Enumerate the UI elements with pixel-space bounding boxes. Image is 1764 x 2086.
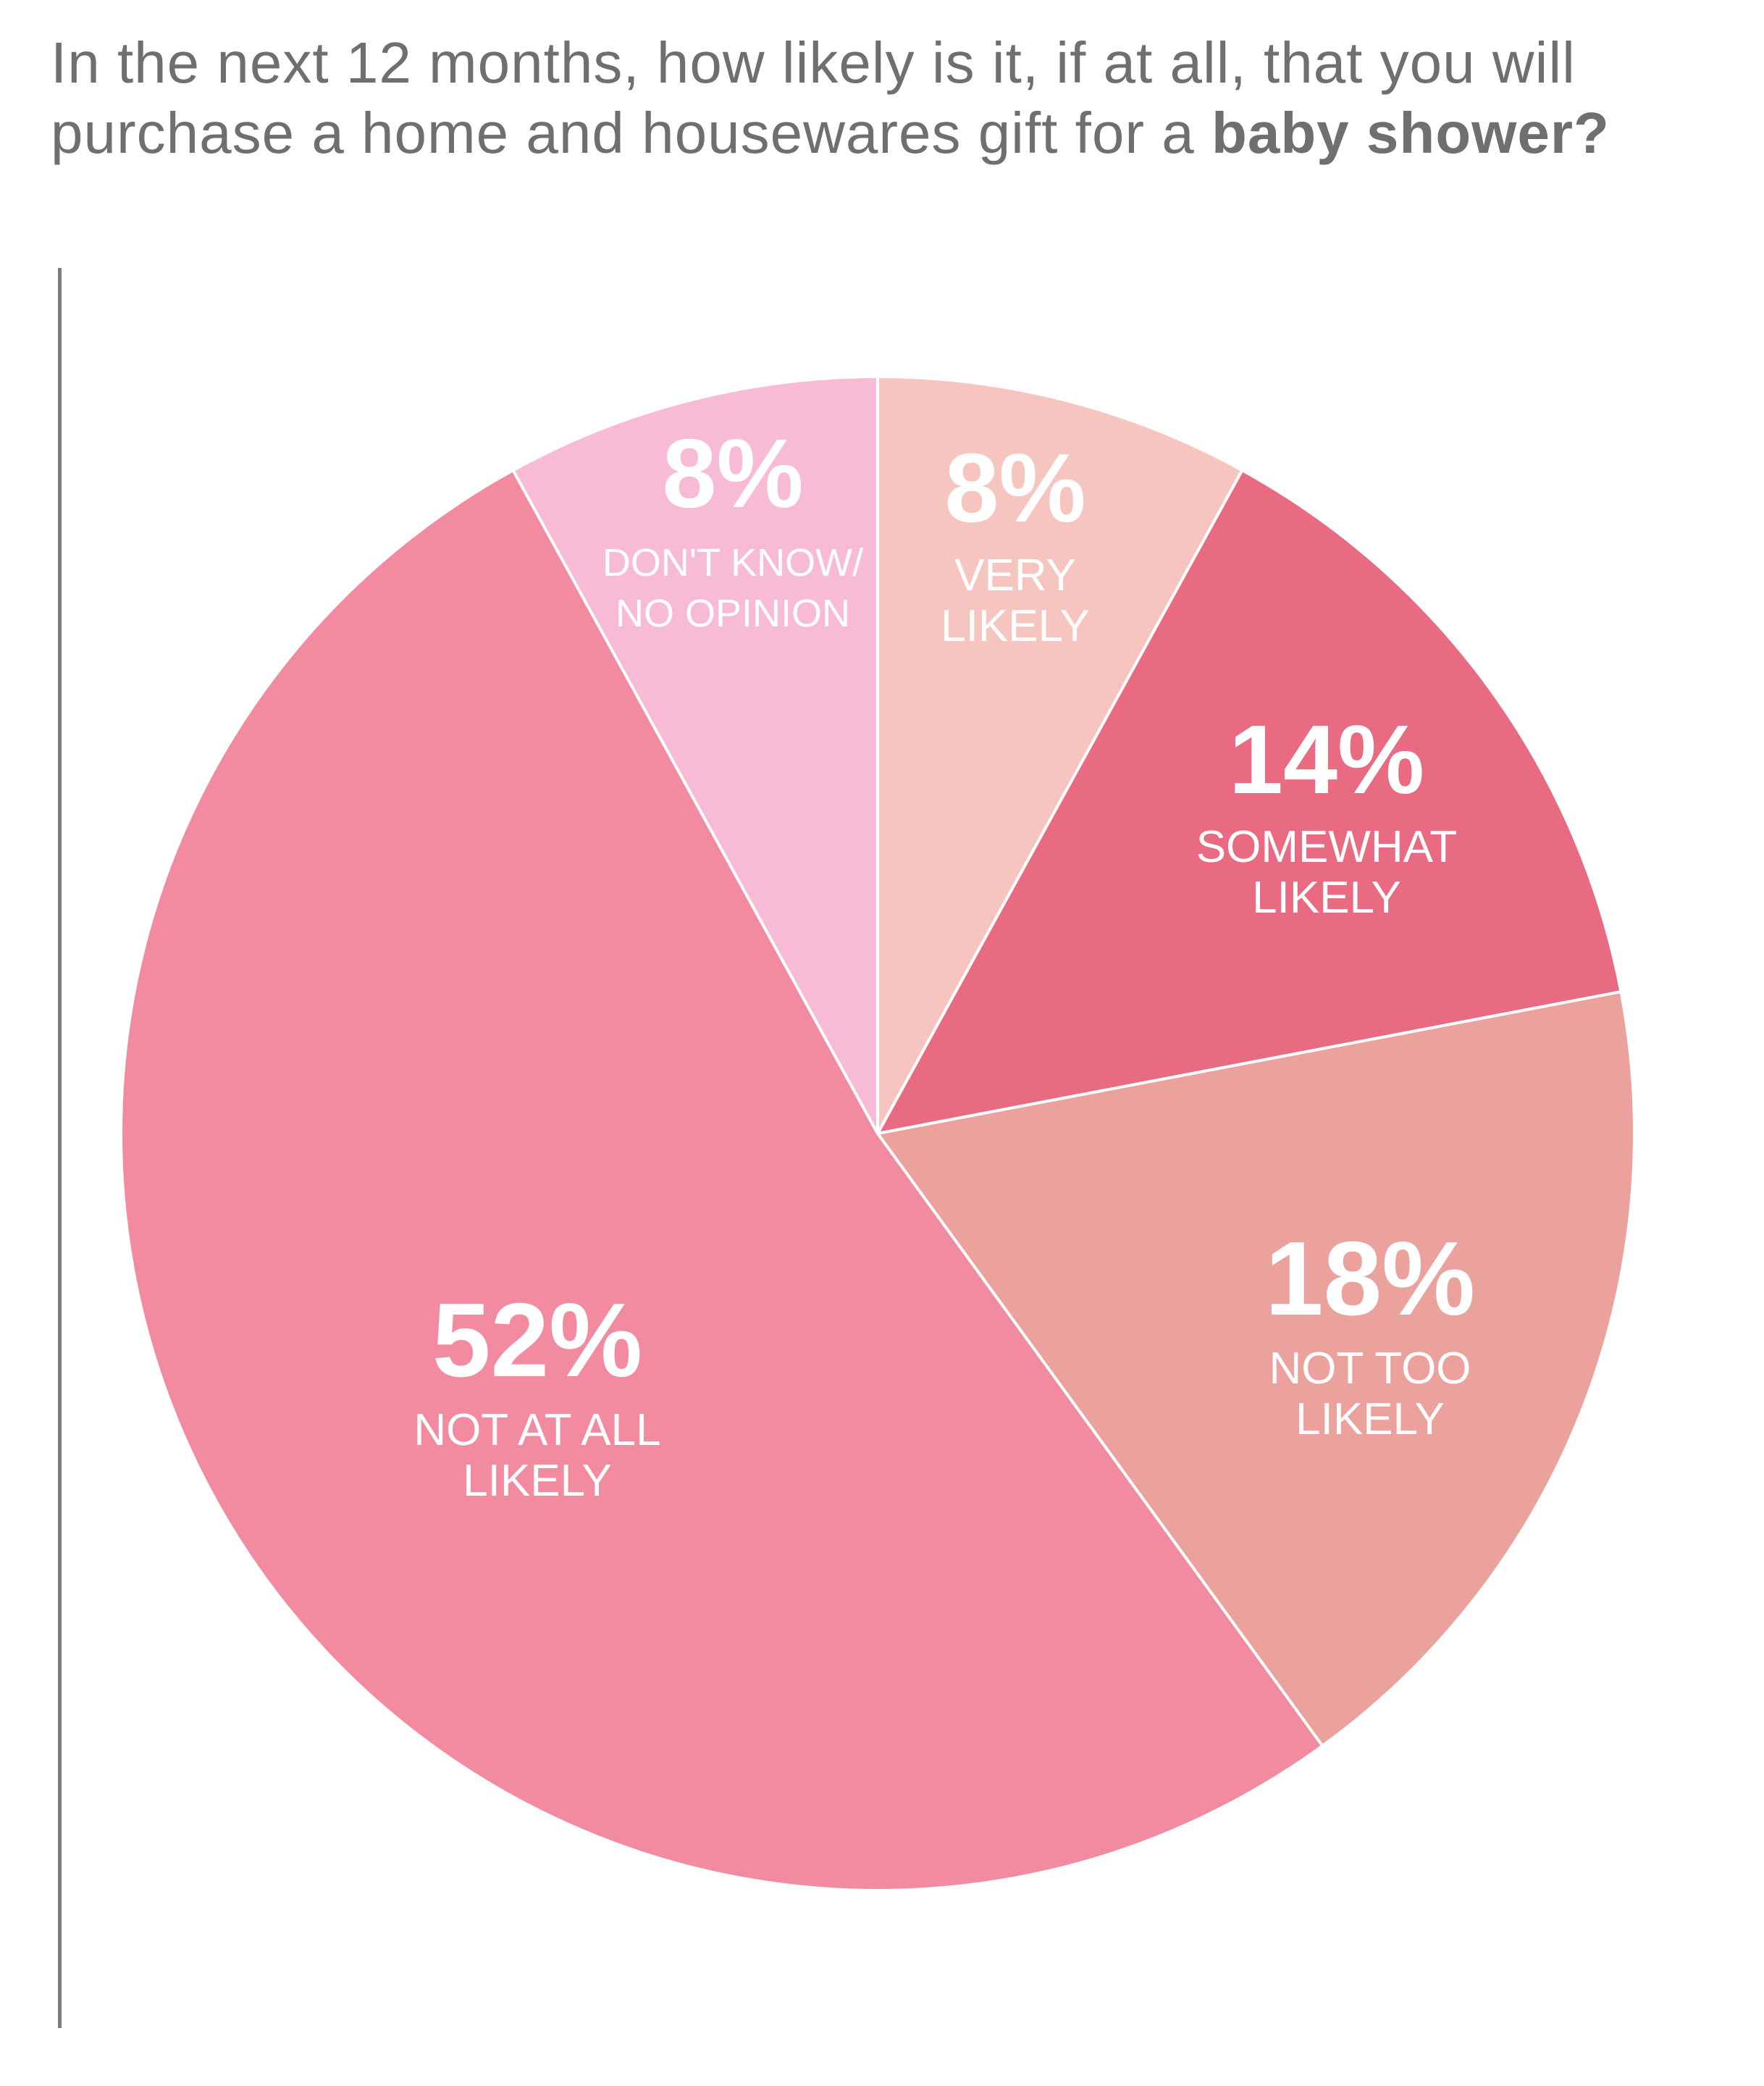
pie-slice [511, 374, 879, 1134]
vertical-divider [58, 268, 62, 2028]
pie-slice [875, 989, 1636, 1748]
slice-category-label: VERY [954, 550, 1076, 600]
slice-category-label: NOT AT ALL [413, 1405, 660, 1455]
chart-title-emphasis: baby shower? [1211, 101, 1610, 165]
chart-title-text: In the next 12 months, how likely is it,… [51, 30, 1576, 165]
slice-category-label: DON'T KNOW/ [602, 541, 863, 585]
slice-category-label: NO OPINION [616, 592, 850, 635]
slice-value-label: 8% [662, 419, 803, 528]
slice-category-label: LIKELY [1252, 873, 1401, 923]
pie-slices [119, 374, 1636, 1892]
slice-value-label: 8% [944, 433, 1085, 543]
slice-category-label: LIKELY [941, 601, 1090, 651]
slice-category-label: LIKELY [1295, 1394, 1445, 1444]
pie-slice [875, 468, 1623, 1136]
chart-title: In the next 12 months, how likely is it,… [51, 28, 1716, 168]
slice-category-label: SOMEWHAT [1196, 822, 1458, 872]
slice-value-label: 52% [432, 1281, 642, 1399]
slice-value-label: 14% [1229, 705, 1424, 814]
slice-category-label: NOT TOO [1269, 1344, 1471, 1394]
slice-category-label: LIKELY [463, 1456, 612, 1506]
slice-value-label: 18% [1265, 1220, 1475, 1337]
pie-slice [119, 468, 1325, 1892]
pie-slice [876, 374, 1245, 1134]
